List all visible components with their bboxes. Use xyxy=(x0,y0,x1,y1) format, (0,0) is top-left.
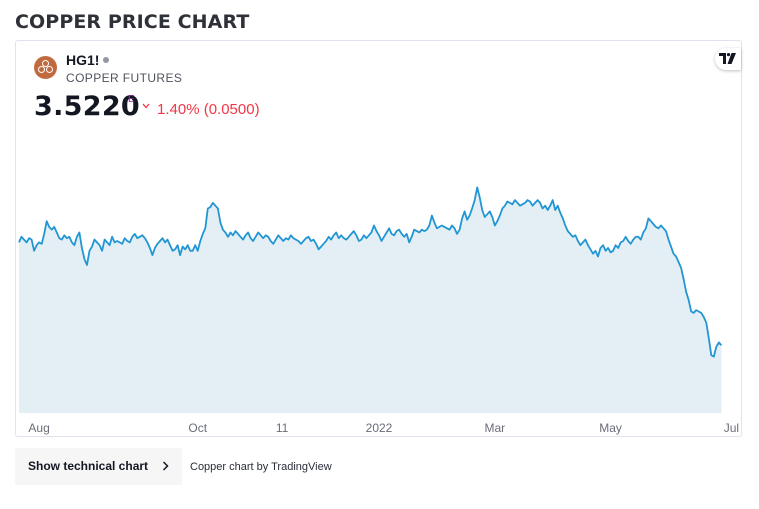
market-status-dot-icon xyxy=(103,57,109,63)
x-tick-label: Mar xyxy=(484,421,505,435)
x-tick-label: Jul xyxy=(724,421,739,435)
price-chart[interactable]: Aug Oct 11 2022 Mar May Jul xyxy=(16,41,743,438)
show-technical-chart-button[interactable]: Show technical chart xyxy=(15,448,182,485)
price-area-fill xyxy=(19,187,722,413)
x-tick-label: Oct xyxy=(188,421,207,435)
price-suffix: E xyxy=(128,94,135,105)
symbol-description: COPPER FUTURES xyxy=(66,71,183,85)
show-technical-chart-label: Show technical chart xyxy=(28,459,149,473)
x-tick-label: May xyxy=(599,421,622,435)
chevron-right-icon xyxy=(162,461,169,471)
price-series-line xyxy=(18,186,723,358)
page-title: COPPER PRICE CHART xyxy=(15,11,250,33)
copper-symbol-logo xyxy=(34,56,57,79)
x-tick-label: 11 xyxy=(276,421,289,435)
tradingview-attribution-link[interactable]: Copper chart by TradingView xyxy=(190,461,332,473)
last-price: 3.5220 xyxy=(34,91,140,122)
x-tick-label: Aug xyxy=(28,421,49,435)
chart-widget[interactable]: HG1! COPPER FUTURES 3.5220 E 1.40% (0.05… xyxy=(15,40,742,437)
chevron-down-icon xyxy=(142,101,150,112)
x-tick-label: 2022 xyxy=(366,421,393,435)
symbol-name[interactable]: HG1! xyxy=(66,52,100,68)
price-change: 1.40% (0.0500) xyxy=(157,101,260,118)
tradingview-logo-icon[interactable] xyxy=(715,48,741,70)
